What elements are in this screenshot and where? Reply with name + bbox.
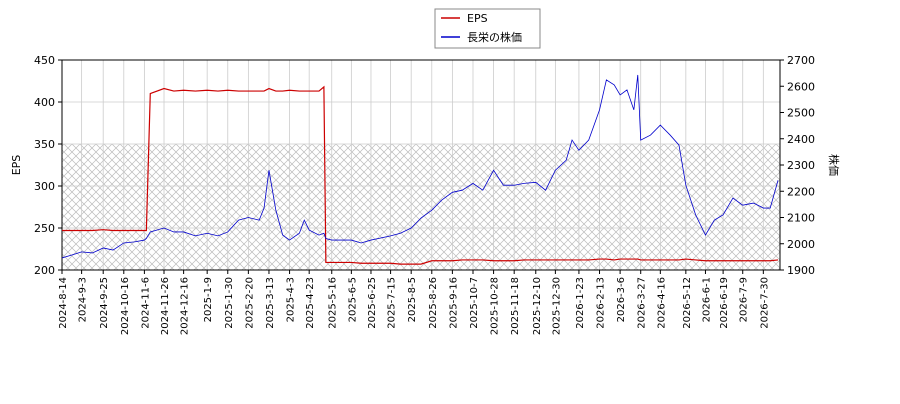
x-tick-label: 2024-11-26	[160, 277, 171, 335]
x-tick-label: 2024-9-3	[78, 277, 89, 322]
x-tick-label: 2025-4-23	[305, 277, 316, 329]
legend-label: EPS	[467, 12, 488, 25]
y2-tick-label: 2600	[787, 80, 815, 93]
y2-tick-label: 2000	[787, 238, 815, 251]
x-tick-label: 2024-10-16	[120, 277, 131, 335]
y2-tick-label: 2400	[787, 133, 815, 146]
x-tick-label: 2025-2-20	[244, 277, 255, 329]
x-tick-label: 2025-11-18	[510, 277, 521, 335]
x-tick-label: 2025-7-15	[387, 277, 398, 329]
x-tick-label: 2026-2-13	[596, 277, 607, 329]
x-tick-label: 2026-6-19	[719, 277, 730, 329]
x-tick-label: 2024-8-14	[58, 277, 69, 329]
x-tick-label: 2025-1-30	[224, 277, 235, 329]
y-tick-label: 450	[34, 54, 55, 67]
y-tick-label: 200	[34, 264, 55, 277]
x-tick-label: 2026-6-1	[701, 277, 712, 322]
y2-axis-label: 株価	[827, 154, 841, 176]
plot-frame	[61, 59, 781, 271]
legend-box	[434, 8, 541, 49]
x-tick-label: 2025-10-28	[490, 277, 501, 335]
x-tick-label: 2024-11-6	[140, 277, 151, 329]
x-tick-label: 2025-9-16	[448, 277, 459, 329]
y-tick-label: 350	[34, 138, 55, 151]
y2-tick-label: 1900	[787, 264, 815, 277]
series-line	[62, 85, 779, 265]
y-tick-label: 250	[34, 222, 55, 235]
x-tick-label: 2025-12-10	[532, 277, 543, 335]
hatch-band	[62, 144, 780, 270]
x-tick-label: 2025-8-5	[407, 277, 418, 322]
y2-tick-label: 2100	[787, 212, 815, 225]
x-tick-label: 2025-8-26	[428, 277, 439, 329]
x-tick-label: 2025-12-30	[551, 277, 562, 335]
y-tick-label: 300	[34, 180, 55, 193]
legend-label: 長栄の株価	[467, 30, 522, 44]
x-tick-label: 2026-4-16	[656, 277, 667, 329]
y2-tick-label: 2200	[787, 185, 815, 198]
x-tick-label: 2025-6-25	[367, 277, 378, 329]
x-tick-label: 2025-4-3	[286, 277, 297, 322]
x-tick-label: 2025-6-5	[347, 277, 358, 322]
y-axis-label: EPS	[10, 155, 23, 176]
series-line	[61, 74, 779, 259]
x-tick-label: 2025-10-7	[469, 277, 480, 329]
y2-tick-label: 2500	[787, 107, 815, 120]
x-tick-label: 2026-3-27	[637, 277, 648, 329]
x-tick-label: 2026-1-23	[575, 277, 586, 329]
x-tick-label: 2025-1-9	[203, 277, 214, 322]
x-tick-label: 2024-9-25	[99, 277, 110, 329]
x-tick-label: 2025-3-13	[265, 277, 276, 329]
x-tick-label: 2026-3-6	[616, 277, 627, 322]
x-tick-label: 2024-12-16	[180, 277, 191, 335]
y-tick-label: 400	[34, 96, 55, 109]
x-tick-label: 2026-7-30	[759, 277, 770, 329]
y2-tick-label: 2300	[787, 159, 815, 172]
y2-tick-label: 2700	[787, 54, 815, 67]
x-tick-label: 2026-7-9	[739, 277, 750, 322]
x-tick-label: 2025-5-16	[328, 277, 339, 329]
x-tick-label: 2026-5-12	[682, 277, 693, 329]
